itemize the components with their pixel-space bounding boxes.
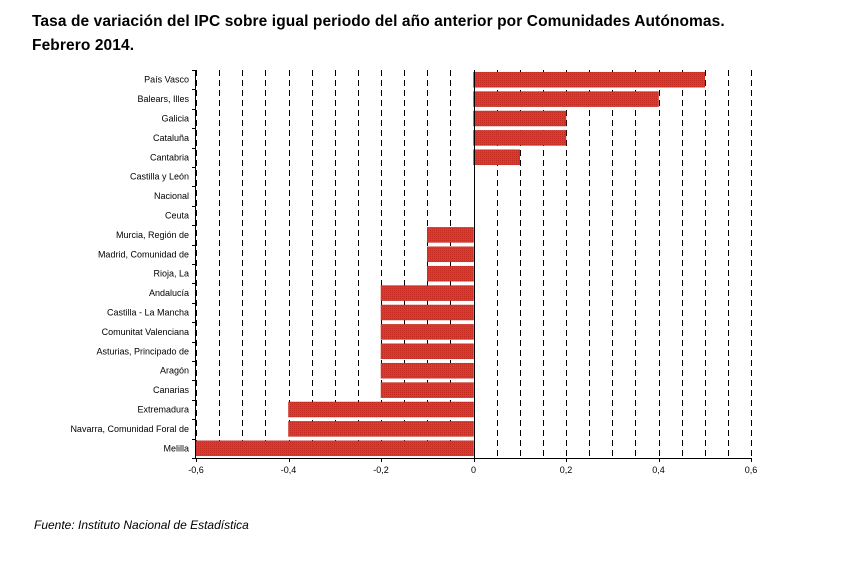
category-label: Canarias xyxy=(153,385,190,395)
bar xyxy=(380,343,474,360)
bar xyxy=(195,440,474,457)
bars xyxy=(195,71,705,457)
category-label: Castilla y León xyxy=(130,172,189,182)
category-label: Murcia, Región de xyxy=(116,230,189,240)
x-tick-label: 0 xyxy=(471,465,476,475)
chart-title: Tasa de variación del IPC sobre igual pe… xyxy=(32,10,812,58)
category-label: Aragón xyxy=(160,366,189,376)
source-note: Fuente: Instituto Nacional de Estadístic… xyxy=(34,518,249,532)
category-label: Cantabria xyxy=(150,152,189,162)
bar xyxy=(380,304,474,321)
category-label: Melilla xyxy=(163,443,189,453)
category-label: País Vasco xyxy=(144,75,189,85)
axes xyxy=(192,70,752,462)
category-label: Extremadura xyxy=(137,405,189,415)
x-tick-label: -0,2 xyxy=(373,465,389,475)
category-label: Navarra, Comunidad Foral de xyxy=(70,424,189,434)
category-label: Cataluña xyxy=(153,133,189,143)
x-tick-label: -0,4 xyxy=(281,465,297,475)
bar xyxy=(288,401,474,418)
category-label: Ceuta xyxy=(165,211,189,221)
category-labels: País Vasco Balears, Illes Galicia Cataluña C… xyxy=(70,75,189,454)
category-label: Comunitat Valenciana xyxy=(102,327,189,337)
category-label: Balears, Illes xyxy=(137,94,189,104)
x-tick-label: 0,4 xyxy=(652,465,665,475)
x-tick-label: 0,6 xyxy=(745,465,758,475)
tick-labels: -0,6 -0,4 -0,2 0 0,2 0,4 0,6 xyxy=(188,465,757,475)
bar xyxy=(473,71,705,88)
bar xyxy=(427,227,474,243)
x-tick-label: -0,6 xyxy=(188,465,204,475)
category-label: Asturias, Principado de xyxy=(96,346,189,356)
bar xyxy=(288,421,474,437)
bar xyxy=(473,130,567,146)
bar xyxy=(380,382,474,398)
bar xyxy=(473,110,567,127)
bar xyxy=(380,324,474,340)
bar xyxy=(473,149,520,166)
bar xyxy=(427,246,474,263)
category-label: Galicia xyxy=(161,114,189,124)
category-label: Nacional xyxy=(154,191,189,201)
x-tick-label: 0,2 xyxy=(560,465,573,475)
title-line-2: Febrero 2014. xyxy=(32,37,135,54)
category-label: Madrid, Comunidad de xyxy=(98,249,189,259)
category-label: Andalucía xyxy=(149,288,189,298)
category-label: Castilla - La Mancha xyxy=(107,308,189,318)
bar xyxy=(380,362,474,379)
title-line-1: Tasa de variación del IPC sobre igual pe… xyxy=(32,13,725,30)
bar xyxy=(473,91,659,107)
bar xyxy=(380,285,474,301)
bar xyxy=(427,265,474,282)
category-label: Rioja, La xyxy=(153,269,189,279)
